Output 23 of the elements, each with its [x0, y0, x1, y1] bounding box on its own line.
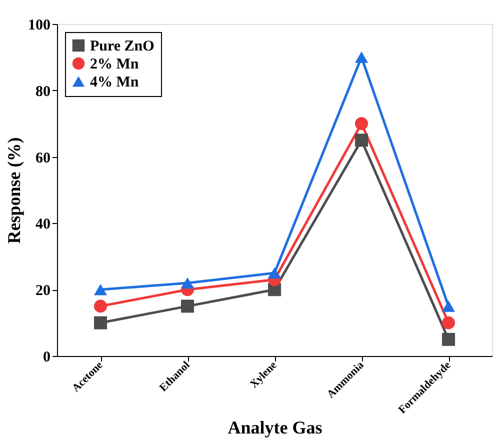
legend-label: 2% Mn: [90, 56, 140, 72]
point: [94, 284, 108, 296]
y-axis-title: Response (%): [4, 137, 24, 244]
point: [94, 300, 108, 313]
y-tick-label: 0: [43, 350, 50, 366]
point: [354, 134, 368, 147]
point: [94, 316, 108, 330]
point: [180, 277, 194, 289]
point: [442, 300, 456, 312]
x-axis-title: Analyte Gas: [228, 417, 322, 438]
legend-label: 4% Mn: [90, 74, 140, 90]
y-tick-label: 80: [36, 84, 50, 100]
point: [180, 300, 194, 313]
point: [354, 117, 368, 130]
y-tick-label: 100: [28, 18, 50, 34]
legend-label: Pure ZnO: [90, 38, 154, 54]
point: [442, 316, 456, 330]
point: [268, 267, 282, 279]
y-tick-label: 60: [36, 150, 50, 166]
point: [442, 332, 456, 346]
y-tick-label: 20: [36, 283, 50, 300]
y-tick-label: 40: [36, 216, 50, 233]
point: [354, 52, 368, 63]
